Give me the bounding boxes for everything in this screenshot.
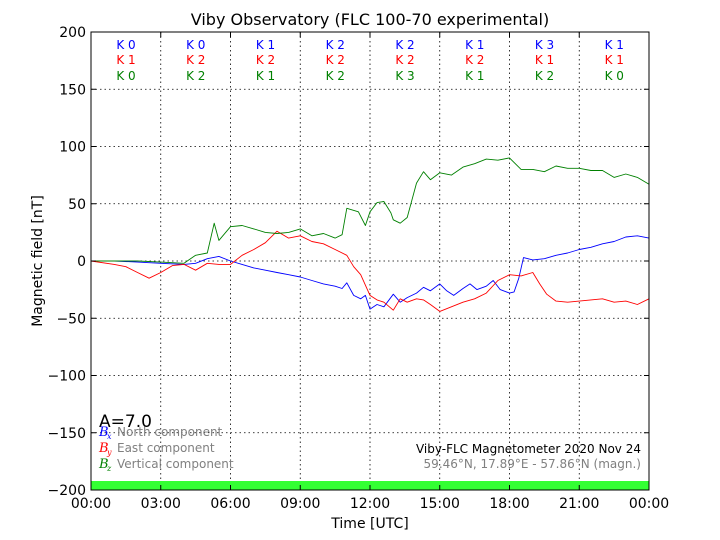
k-index-north: K 0	[116, 38, 135, 52]
k-index-north: K 1	[605, 38, 624, 52]
k-index-north: K 2	[395, 38, 414, 52]
legend-symbol: B	[98, 425, 109, 440]
y-tick-label: 100	[59, 140, 86, 156]
k-index-north: K 2	[326, 38, 345, 52]
legend-subscript: x	[107, 432, 112, 441]
legend-subscript: y	[106, 448, 112, 457]
series-line-east	[90, 230, 650, 312]
k-index-east: K 2	[186, 53, 205, 67]
k-index-east: K 2	[395, 53, 414, 67]
x-tick-label: 03:00	[141, 496, 181, 512]
k-index-north: K 1	[465, 38, 484, 52]
k-index-east: K 1	[535, 53, 554, 67]
y-tick-label: −200	[48, 483, 86, 499]
grid-lines	[91, 32, 649, 490]
legend-label: Vertical component	[117, 457, 234, 471]
k-index-east: K 2	[326, 53, 345, 67]
k-index-vertical: K 0	[605, 69, 624, 83]
legend-label: North component	[117, 425, 223, 439]
y-tick-label: −100	[48, 369, 86, 385]
y-tick-label: 50	[68, 197, 86, 213]
x-tick-label: 15:00	[420, 496, 460, 512]
y-tick-label: −50	[56, 311, 86, 327]
k-index-vertical: K 1	[465, 69, 484, 83]
k-index-east: K 1	[605, 53, 624, 67]
k-index-north: K 0	[186, 38, 205, 52]
k-index-vertical: K 2	[326, 69, 345, 83]
y-tick-label: 200	[59, 25, 86, 41]
series-line-vertical	[91, 157, 650, 264]
legend: Bx North component By East component Bz Verti…	[98, 425, 234, 473]
k-index-vertical: K 0	[116, 69, 135, 83]
k-index-east: K 2	[465, 53, 484, 67]
info-line-1: Viby-FLC Magnetometer 2020 Nov 24	[416, 442, 641, 456]
x-tick-label: 21:00	[559, 496, 599, 512]
x-tick-label: 00:00	[629, 496, 669, 512]
legend-symbol: B	[98, 457, 109, 472]
x-tick-label: 06:00	[210, 496, 250, 512]
legend-label: East component	[117, 441, 215, 455]
y-tick-label: 0	[77, 254, 86, 270]
legend-symbol: B	[98, 441, 109, 456]
k-index-east: K 2	[256, 53, 275, 67]
info-line-2: 59.46°N, 17.89°E - 57.86°N (magn.)	[424, 457, 641, 471]
x-tick-label: 12:00	[350, 496, 390, 512]
series-lines	[90, 157, 650, 312]
k-index-vertical: K 1	[256, 69, 275, 83]
axis-ticks: 00:00 03:00 06:00 09:00 12:00 15:00 18:00 21:00…	[48, 25, 670, 512]
legend-subscript: z	[106, 464, 112, 473]
y-tick-label: 150	[59, 82, 86, 98]
k-index-north: K 1	[256, 38, 275, 52]
x-tick-label: 00:00	[71, 496, 111, 512]
k-index-north: K 3	[535, 38, 554, 52]
k-index-east: K 1	[116, 53, 135, 67]
a-index: A=7.0	[99, 412, 152, 432]
y-axis-label: Magnetic field [nT]	[30, 195, 46, 327]
x-axis-label: Time [UTC]	[330, 516, 408, 532]
k-index-vertical: K 2	[535, 69, 554, 83]
x-tick-label: 18:00	[489, 496, 529, 512]
y-tick-label: −150	[48, 426, 86, 442]
x-tick-label: 09:00	[280, 496, 320, 512]
k-index-vertical: K 2	[186, 69, 205, 83]
chart-title: Viby Observatory (FLC 100-70 experimenta…	[191, 10, 550, 29]
k-index-vertical: K 3	[395, 69, 414, 83]
series-line-north	[91, 235, 650, 310]
